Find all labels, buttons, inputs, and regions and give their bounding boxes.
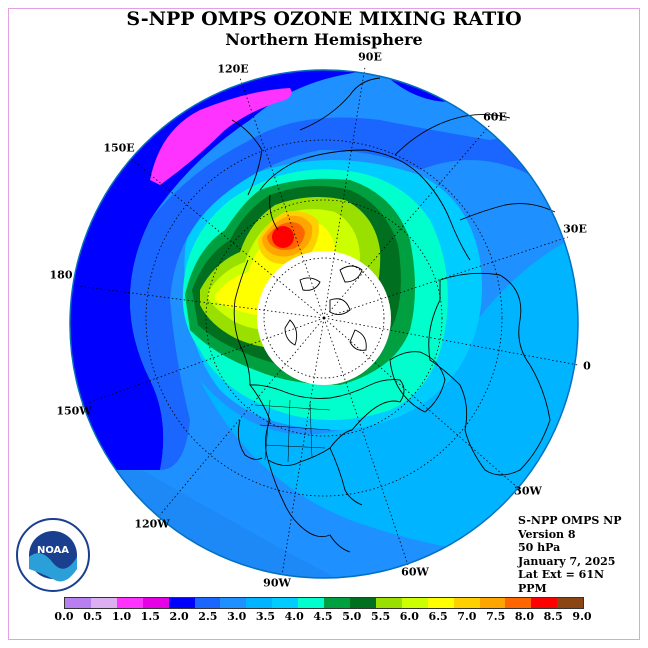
colorbar-tick-label: 6.0 (399, 610, 419, 623)
colorbar-segment (427, 598, 454, 608)
colorbar-segment (168, 598, 195, 608)
coastlines (231, 77, 556, 553)
colorbar-segment (479, 598, 506, 608)
colorbar-tick-label: 1.0 (111, 610, 132, 623)
colorbar-segment (116, 598, 143, 608)
colorbar-segment (557, 598, 584, 608)
colorbar-segment (324, 598, 350, 608)
colorbar-segment (142, 598, 169, 608)
info-level: 50 hPa (518, 541, 561, 554)
colorbar-segment (194, 598, 221, 608)
colorbar-tick-label: 2.5 (198, 610, 218, 623)
info-block: S-NPP OMPS NP Version 8 50 hPa January 7… (518, 514, 621, 595)
info-date: January 7, 2025 (518, 554, 616, 568)
colorbar-segment (375, 598, 402, 608)
colorbar-tick-label: 5.0 (342, 610, 362, 623)
colorbar-tick-label: 3.0 (227, 610, 247, 623)
colorbar-segment (220, 598, 247, 608)
colorbar-tick-label: 0.0 (54, 610, 74, 623)
colorbar-tick-label: 4.0 (284, 610, 304, 623)
colorbar-segment (349, 598, 376, 608)
colorbar-segment (272, 598, 299, 608)
colorbar-tick-label: 4.5 (313, 610, 333, 623)
colorbar-tick-label: 9.0 (572, 610, 592, 623)
colorbar-segment (298, 598, 325, 608)
colorbar-tick-label: 7.5 (486, 610, 506, 623)
longitude-label: 60W (401, 565, 429, 579)
longitude-label: 0 (583, 359, 591, 373)
colorbar-tick-label: 8.0 (514, 610, 535, 623)
map-title: S-NPP OMPS OZONE MIXING RATIO (126, 8, 522, 30)
colorbar-tick-label: 3.5 (255, 610, 276, 623)
colorbar-tick-label: 0.5 (83, 610, 103, 623)
meridians (69, 66, 579, 576)
colorbar-tick-label: 1.5 (140, 610, 160, 623)
noaa-logo-text: NOAA (37, 545, 69, 556)
colorbar-segment (505, 598, 532, 608)
colorbar-tick-label: 2.0 (169, 610, 189, 623)
longitude-label: 60E (483, 110, 507, 124)
longitude-label: 30E (563, 222, 587, 236)
noaa-logo: NOAA (16, 518, 90, 592)
colorbar-segment (65, 598, 91, 608)
longitude-label: 90E (358, 50, 382, 64)
colorbar-segment (90, 598, 117, 608)
colorbar-tick-label: 6.5 (428, 610, 448, 623)
info-version: Version 8 (518, 527, 576, 541)
longitude-label: 120E (217, 62, 249, 76)
colorbar-segment (531, 598, 558, 608)
colorbar (64, 597, 584, 609)
longitude-label: 180 (49, 268, 73, 282)
latitude-circles (145, 139, 503, 497)
colorbar-segment (246, 598, 273, 608)
colorbar-tick-label: 7.0 (457, 610, 477, 623)
state-borders (254, 399, 331, 463)
colorbar-segment (401, 598, 428, 608)
map-subtitle: Northern Hemisphere (225, 30, 423, 49)
longitude-label: 90W (263, 576, 291, 590)
longitude-label: 150W (56, 404, 92, 418)
figure-frame (8, 8, 640, 640)
longitude-label: 120W (134, 517, 170, 531)
colorbar-segment (453, 598, 480, 608)
colorbar-tick-label: 8.5 (543, 610, 563, 623)
longitude-label: 150E (103, 141, 135, 155)
info-lat-ext: Lat Ext = 61N (518, 568, 605, 581)
colorbar-tick-label: 5.5 (370, 610, 391, 623)
info-product: S-NPP OMPS NP (518, 514, 622, 527)
longitude-label: 30W (514, 484, 542, 498)
info-units: PPM (518, 581, 547, 595)
map-border (69, 69, 579, 579)
